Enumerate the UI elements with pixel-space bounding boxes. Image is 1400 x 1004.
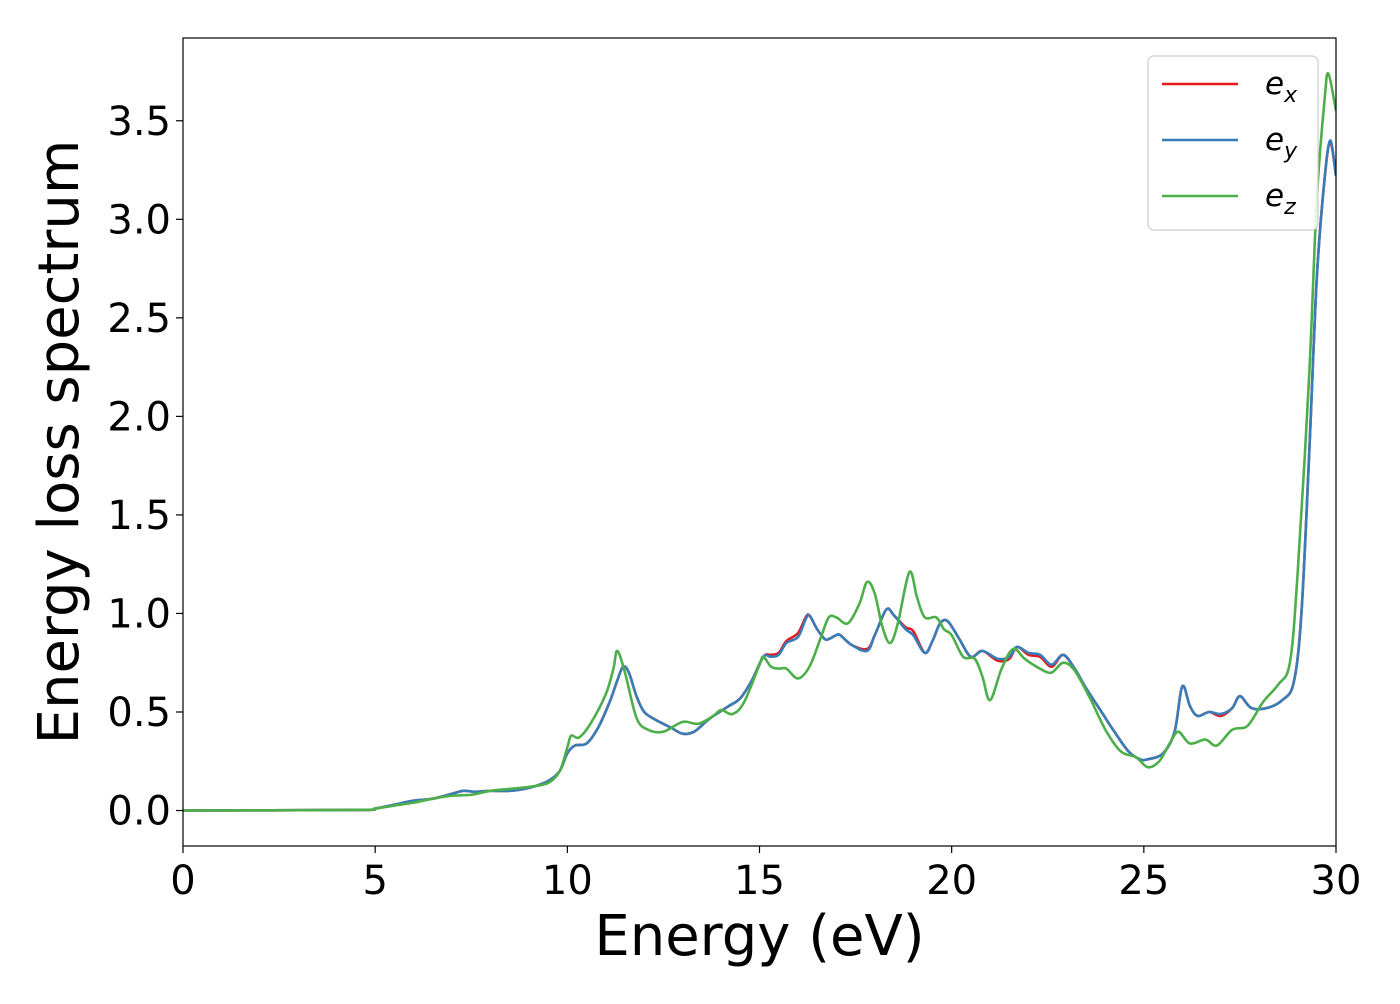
series-line-ex: [183, 141, 1336, 812]
x-axis-label: Energy (eV): [594, 904, 924, 969]
legend-box: [1147, 55, 1319, 231]
y-axis-label: Energy loss spectrum: [27, 140, 92, 745]
series-layer: [183, 72, 1336, 812]
y-tick-label: 2.0: [107, 394, 171, 440]
y-tick-label: 2.5: [107, 296, 171, 342]
y-tick-label: 0.0: [107, 789, 171, 835]
y-axis: 0.0 0.5 1.0 1.5 2.0 2.5 3.0 3.5: [107, 99, 183, 835]
x-tick-label: 15: [734, 858, 785, 904]
x-tick-label: 5: [362, 858, 387, 904]
y-tick-label: 3.0: [107, 197, 171, 243]
x-tick-label: 10: [542, 858, 593, 904]
x-tick-label: 20: [926, 858, 977, 904]
x-tick-label: 0: [170, 858, 195, 904]
y-tick-label: 3.5: [107, 99, 171, 145]
y-tick-label: 1.5: [107, 493, 171, 539]
x-axis: 0 5 10 15 20 25 30: [170, 846, 1361, 904]
y-tick-label: 0.5: [107, 690, 171, 736]
series-line-ez: [183, 72, 1336, 812]
x-tick-label: 25: [1118, 858, 1169, 904]
series-line-ey: [183, 139, 1336, 812]
x-tick-label: 30: [1311, 858, 1362, 904]
y-tick-label: 1.0: [107, 591, 171, 637]
